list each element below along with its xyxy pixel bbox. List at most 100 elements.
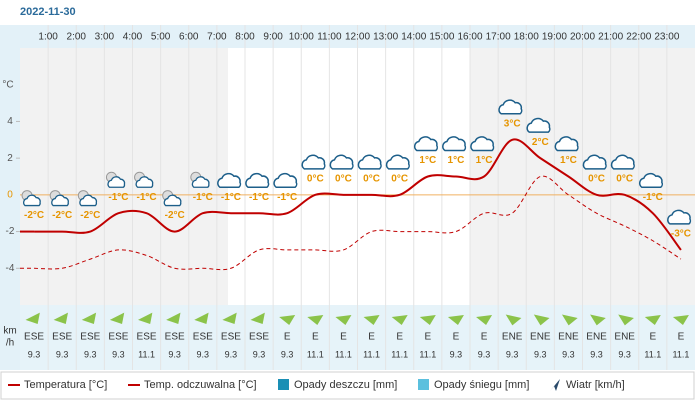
cloud [582, 154, 607, 170]
cloud [413, 136, 438, 152]
cloud [667, 209, 692, 225]
wind-speed: 11.1 [335, 349, 352, 359]
header-band [0, 25, 695, 48]
wind-speed: 11.1 [307, 349, 324, 359]
arrow [194, 312, 209, 325]
wind-speed: 9.3 [225, 349, 238, 359]
legend-label: Opady deszczu [mm] [294, 379, 397, 391]
wind-arrow [644, 315, 661, 325]
cloud [526, 117, 551, 133]
cloud [79, 194, 98, 207]
cloud [51, 194, 69, 207]
weather-icon [134, 171, 154, 188]
arrow [81, 312, 97, 325]
wind-speed: 9.3 [28, 349, 41, 359]
arrow [447, 315, 464, 325]
date-title: 2022-11-30 [20, 6, 76, 18]
hour-label: 4:00 [123, 32, 143, 43]
wind-arrow [109, 312, 125, 325]
temp-label: -1°C [249, 192, 269, 203]
temp-label: -1°C [193, 192, 213, 203]
wind-direction: ENE [502, 332, 523, 343]
arrow [391, 315, 408, 325]
arrow [672, 315, 689, 325]
cloud [301, 154, 326, 170]
cloud [610, 154, 635, 170]
wind-speed: 11.1 [419, 349, 436, 359]
legend-label: Temp. odczuwalna [°C] [144, 379, 257, 391]
temp-label: 3°C [504, 118, 521, 129]
weather-icon [385, 154, 410, 170]
cloud [107, 176, 126, 188]
wind-direction: E [424, 332, 431, 343]
weather-icon [470, 136, 495, 152]
y-tick-label: 2 [7, 153, 13, 164]
y-tick-label: 4 [7, 116, 13, 127]
wind-speed: 9.3 [281, 349, 294, 359]
temp-label: 1°C [448, 155, 465, 166]
legend-label: Wiatr [km/h] [566, 379, 625, 391]
weather-icon [21, 190, 41, 207]
wind-speed: 9.3 [253, 349, 266, 359]
wind-direction: ENE [614, 332, 635, 343]
weather-icon [442, 136, 467, 152]
hour-label: 1:00 [38, 32, 58, 43]
wind-arrow [250, 312, 265, 325]
weather-icon [245, 172, 270, 188]
wind-unit: /h [6, 338, 14, 349]
wind-speed: 9.3 [618, 349, 631, 359]
weather-icon [582, 154, 607, 170]
arrow [53, 312, 68, 325]
hour-label: 13:00 [373, 32, 398, 43]
weather-icon [162, 190, 182, 207]
wind-arrow [505, 314, 522, 326]
wind-arrow [166, 312, 181, 325]
temperature-line [34, 138, 682, 251]
y-tick-label: -2 [6, 226, 15, 237]
legend-swatch [550, 379, 560, 391]
arrow [109, 312, 125, 325]
wind-arrow [476, 315, 493, 325]
hour-label: 18:00 [514, 32, 539, 43]
wind-speed: 9.3 [478, 349, 491, 359]
wind-direction: ESE [221, 332, 241, 343]
arrow [166, 312, 181, 325]
wind-arrow [672, 315, 689, 325]
legend-label: Opady śniegu [mm] [434, 379, 529, 391]
cloud [638, 172, 663, 188]
temp-label: 1°C [419, 155, 436, 166]
arrow [533, 314, 550, 326]
wind-speed: 11.1 [673, 349, 690, 359]
wind-speed: 11.1 [363, 349, 380, 359]
legend-swatch [418, 379, 429, 390]
wind-direction: E [396, 332, 403, 343]
wind-unit: km [3, 326, 16, 337]
temp-label: 0°C [307, 173, 324, 184]
wind-arrow [561, 314, 578, 326]
temp-label: -2°C [165, 210, 185, 221]
wind-direction: E [453, 332, 460, 343]
legend-swatch [278, 379, 289, 390]
wind-arrow [279, 315, 296, 325]
arrow [250, 312, 265, 325]
wind-direction: ENE [530, 332, 551, 343]
cloud [245, 172, 270, 188]
wind-direction: E [649, 332, 656, 343]
weather-icon [329, 154, 354, 170]
hour-label: 21:00 [598, 32, 623, 43]
temp-label: 1°C [560, 155, 577, 166]
cloud [554, 136, 579, 152]
wind-direction: ENE [558, 332, 579, 343]
temp-label: -1°C [643, 192, 663, 203]
hour-label: 20:00 [570, 32, 595, 43]
hour-label: 12:00 [345, 32, 370, 43]
wind-arrow [25, 312, 40, 325]
arrow [138, 312, 153, 325]
wind-speed: 9.3 [168, 349, 181, 359]
wind-direction: ESE [165, 332, 185, 343]
hour-label: 17:00 [486, 32, 511, 43]
hour-label: 11:00 [317, 32, 342, 43]
cloud [191, 176, 210, 188]
wind-arrow [533, 314, 550, 326]
temp-label: -1°C [108, 192, 128, 203]
